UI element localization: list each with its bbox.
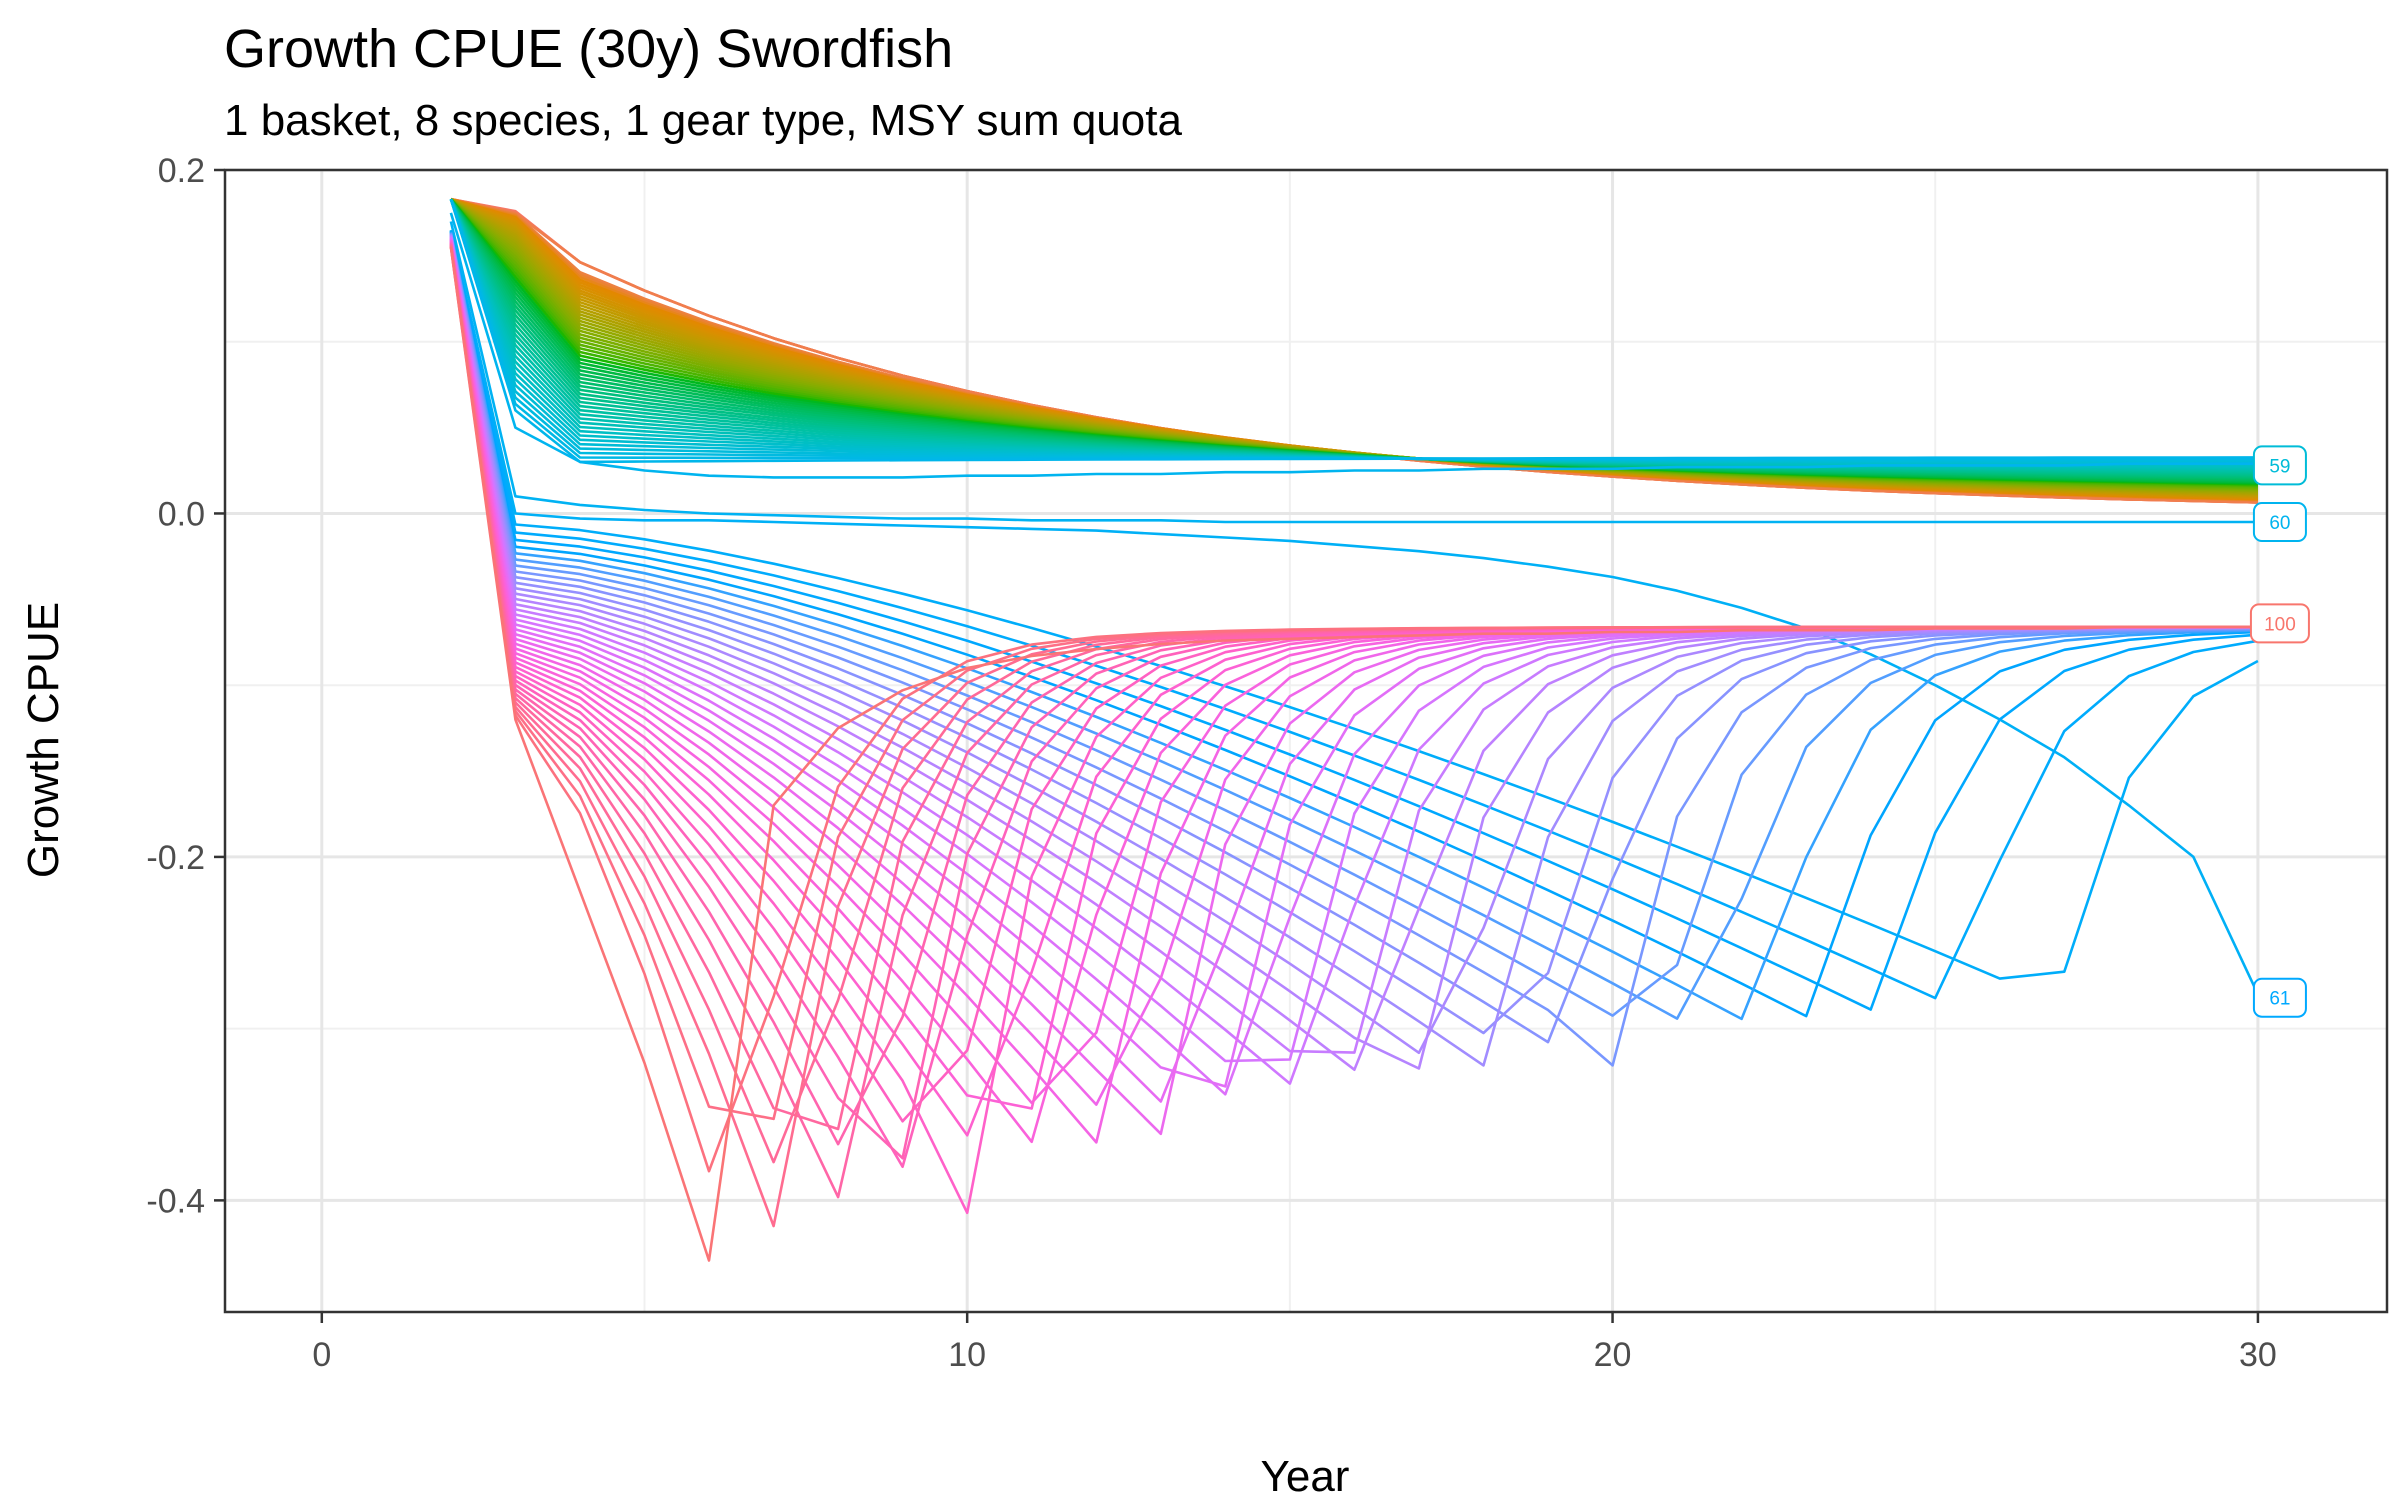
y-tick-label: -0.2 [146, 839, 205, 877]
x-tick-label: 0 [312, 1336, 331, 1374]
end-label-box-59 [2252, 445, 2307, 486]
series-line-61 [449, 229, 2260, 995]
x-tick-label: 30 [2239, 1336, 2277, 1374]
y-tick-label: 0.0 [158, 495, 205, 533]
end-label-box-61 [2252, 977, 2307, 1018]
x-tick-label: 20 [1594, 1336, 1632, 1374]
series-line-68 [449, 232, 2258, 1017]
series-lines [449, 197, 2260, 1262]
end-label-100: 100 [2264, 614, 2296, 635]
series-line-59 [449, 212, 2258, 479]
x-tick-label: 10 [948, 1336, 986, 1374]
series-line-65 [449, 231, 2258, 1018]
x-axis-label: Year [1260, 1452, 1350, 1501]
chart-title: Growth CPUE (30y) Swordfish [224, 19, 954, 79]
series-line-58 [449, 198, 2258, 464]
series-line-70 [449, 233, 2258, 1044]
series-line-64 [449, 231, 2259, 1011]
y-tick-label: 0.2 [158, 152, 205, 190]
y-tick-label: -0.4 [146, 1182, 205, 1220]
end-label-61: 61 [2269, 989, 2290, 1010]
series-line-62 [449, 230, 2259, 980]
end-label-60: 60 [2269, 513, 2290, 534]
series-line-67 [449, 232, 2258, 1020]
series-line-66 [449, 232, 2258, 1021]
series-line-99 [449, 246, 2258, 1173]
end-label-59: 59 [2269, 456, 2290, 477]
series-line-60 [449, 221, 2258, 524]
chart-subtitle: 1 basket, 8 species, 1 gear type, MSY su… [224, 96, 1182, 145]
panel-border [223, 168, 2389, 1314]
series-line-100 [449, 247, 2258, 1262]
end-label-box-100 [2249, 603, 2310, 644]
series-line-69 [449, 233, 2258, 1067]
end-label-box-60 [2252, 502, 2307, 543]
